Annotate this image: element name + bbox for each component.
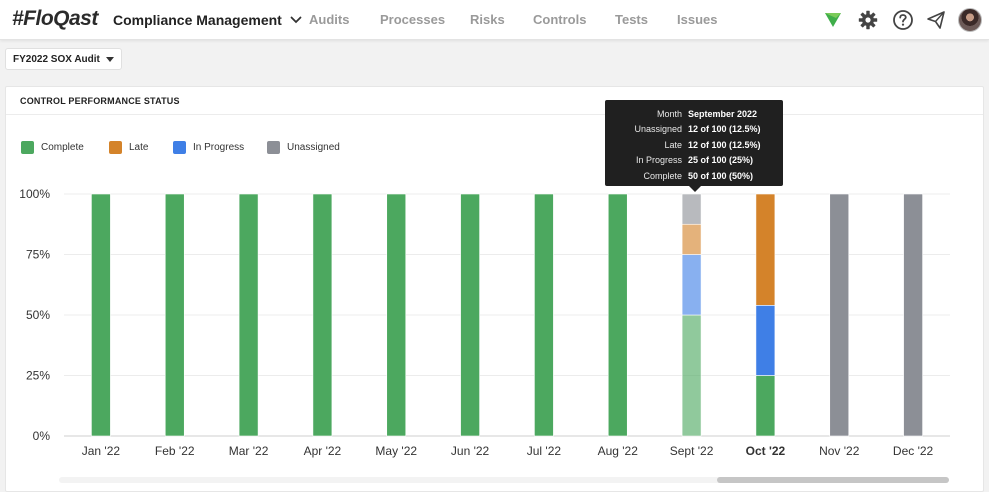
nav-issues[interactable]: Issues: [677, 12, 718, 27]
bar-complete[interactable]: [607, 193, 628, 437]
scrollbar-thumb[interactable]: [717, 477, 949, 483]
y-tick-label: 0%: [33, 429, 51, 443]
bar-complete[interactable]: [460, 193, 480, 437]
x-tick-label: Sept '22: [670, 444, 714, 458]
x-tick-label: Mar '22: [229, 444, 269, 458]
y-tick-label: 100%: [19, 187, 50, 201]
legend-swatch-late: [109, 141, 122, 154]
tooltip-label: In Progress: [635, 155, 682, 166]
horizontal-scrollbar[interactable]: [59, 477, 949, 483]
x-tick-label: May '22: [375, 444, 417, 458]
y-tick-label: 25%: [26, 369, 50, 383]
bar-complete[interactable]: [681, 314, 702, 437]
tooltip-value: 50 of 100 (50%): [688, 170, 754, 181]
x-tick-label: Nov '22: [819, 444, 860, 458]
bar-unassigned[interactable]: [903, 193, 923, 437]
chevron-down-icon: [290, 16, 302, 24]
legend-item-unassigned[interactable]: Unassigned: [267, 141, 340, 154]
bar-complete[interactable]: [534, 193, 554, 437]
bar-complete[interactable]: [386, 193, 407, 437]
help-icon[interactable]: [891, 8, 915, 32]
card-divider: [6, 114, 983, 115]
send-icon[interactable]: [924, 8, 948, 32]
tooltip-row-late: Late 12 of 100 (12.5%): [613, 137, 775, 153]
tooltip-value: 25 of 100 (25%): [688, 155, 754, 166]
top-navigation-bar: #FloQast Compliance Management Audits Pr…: [0, 0, 989, 40]
nav-tests[interactable]: Tests: [615, 12, 648, 27]
tooltip-label: Late: [664, 139, 682, 150]
legend-label-in-progress: In Progress: [193, 142, 245, 153]
tooltip-row-complete: Complete 50 of 100 (50%): [613, 168, 775, 184]
flag-icon[interactable]: [821, 8, 845, 32]
tooltip-label: Unassigned: [634, 124, 682, 135]
legend-item-complete[interactable]: Complete: [21, 141, 84, 154]
legend-swatch-in-progress: [173, 141, 186, 154]
nav-audits[interactable]: Audits: [309, 12, 350, 27]
bar-complete[interactable]: [312, 193, 333, 437]
tooltip-row-in-progress: In Progress 25 of 100 (25%): [613, 153, 775, 169]
bar-unassigned[interactable]: [829, 193, 850, 437]
tooltip-row-month: Month September 2022: [613, 106, 775, 122]
y-tick-label: 50%: [26, 308, 50, 322]
y-tick-label: 75%: [26, 248, 50, 262]
stacked-bar-chart: 100% 75% 50% 25% 0% Jan '22 Feb '22 Mar '22 Apr …: [19, 187, 950, 458]
legend-label-unassigned: Unassigned: [287, 142, 340, 153]
legend-label-late: Late: [129, 142, 149, 153]
tooltip-value: 12 of 100 (12.5%): [688, 139, 761, 150]
bar-unassigned[interactable]: [681, 193, 702, 225]
bar-complete[interactable]: [91, 193, 111, 437]
user-avatar[interactable]: [958, 8, 982, 32]
bar-complete[interactable]: [164, 193, 185, 437]
nav-controls[interactable]: Controls: [533, 12, 587, 27]
x-tick-label: Aug '22: [598, 444, 639, 458]
nav-risks[interactable]: Risks: [470, 12, 505, 27]
tooltip-value: 12 of 100 (12.5%): [688, 124, 761, 135]
bar-late[interactable]: [755, 193, 776, 306]
control-performance-card: CONTROL PERFORMANCE STATUS Complete Late…: [5, 86, 984, 492]
tooltip-label: Complete: [643, 170, 682, 181]
audit-selector-dropdown[interactable]: FY2022 SOX Audit: [5, 48, 122, 70]
legend-label-complete: Complete: [41, 142, 84, 153]
bar-complete[interactable]: [755, 375, 776, 437]
bar-in-progress[interactable]: [681, 254, 702, 316]
module-title: Compliance Management: [113, 12, 282, 28]
legend-swatch-complete: [21, 141, 34, 154]
legend-item-in-progress[interactable]: In Progress: [173, 141, 244, 154]
x-tick-label: Jan '22: [82, 444, 121, 458]
nav-processes[interactable]: Processes: [380, 12, 446, 27]
module-switcher[interactable]: Compliance Management: [113, 11, 302, 29]
card-title: CONTROL PERFORMANCE STATUS: [20, 96, 180, 106]
tooltip-label: Month: [656, 108, 682, 119]
chart-tooltip: Month September 2022 Unassigned 12 of 10…: [605, 100, 783, 192]
bar-late[interactable]: [681, 223, 702, 255]
audit-selector-value: FY2022 SOX Audit: [13, 53, 100, 65]
bar-in-progress[interactable]: [755, 305, 776, 376]
x-tick-label: Oct '22: [746, 444, 786, 458]
tooltip-row-unassigned: Unassigned 12 of 100 (12.5%): [613, 122, 775, 138]
x-tick-label: Jun '22: [451, 444, 490, 458]
x-tick-label: Feb '22: [155, 444, 195, 458]
floqast-logo[interactable]: #FloQast: [12, 7, 98, 30]
x-tick-label: Dec '22: [893, 444, 934, 458]
caret-down-icon: [105, 56, 114, 62]
tooltip-value: September 2022: [688, 108, 758, 119]
x-tick-label: Apr '22: [304, 444, 342, 458]
legend-item-late[interactable]: Late: [109, 141, 148, 154]
x-tick-label: Jul '22: [527, 444, 562, 458]
gear-icon[interactable]: [856, 8, 880, 32]
bar-complete[interactable]: [238, 193, 259, 437]
legend-swatch-unassigned: [267, 141, 280, 154]
